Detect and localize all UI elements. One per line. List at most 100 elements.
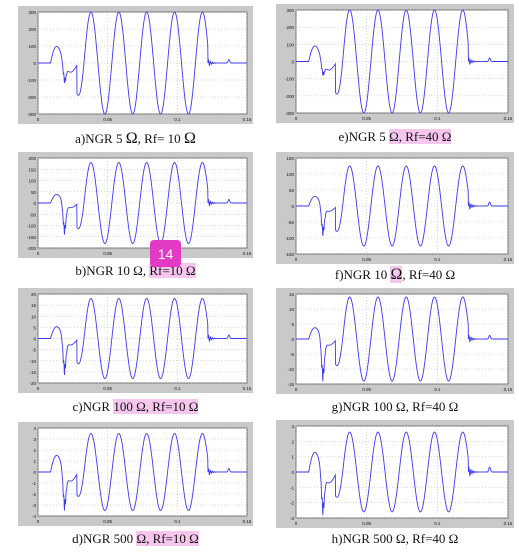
plot-b-xtick-label: 0.05	[103, 251, 112, 256]
plot-b-ytick-label: 0	[33, 201, 36, 206]
plot-h-series	[296, 431, 508, 516]
plot-g-series	[296, 296, 508, 382]
plot-f-ytick-label: 0	[291, 204, 294, 209]
plot-c-xtick-label: 0	[37, 386, 40, 391]
caption-f: f)NGR 10 Ω, Rf=40 Ω	[276, 266, 514, 284]
plot-d-xtick-label: 0.05	[103, 519, 112, 524]
plot-c-xtick-label: 0.1	[174, 386, 181, 391]
caption-b: b)NGR 10 Ω, Rf=10 Ω	[18, 263, 253, 279]
plot-b-ytick-label: 100	[28, 179, 36, 184]
plot-f-ytick-label: 150	[286, 156, 294, 161]
panel-b: -200-150-100-5005010015020000.050.10.15 …	[18, 152, 253, 282]
plot-f-xtick-label: 0.1	[434, 257, 441, 262]
plot-h-ytick-label: 0	[291, 470, 294, 475]
plot-c-ytick-label: -5	[32, 348, 36, 353]
plot-b-ytick-label: 50	[31, 190, 37, 195]
caption-h: h)NGR 500 Ω, Rf=40 Ω	[276, 531, 514, 547]
caption-g-part-0: g)NGR 100 Ω, Rf=40 Ω	[331, 399, 459, 414]
panel-f: -150 -100 -50 0 50 100 150 0 0.05 0.1 0.15 f)NGR 1…	[276, 152, 514, 285]
plot-a-xtick-label: 0.05	[103, 117, 112, 122]
caption-e-part-1: Ω, Rf=40 Ω	[389, 129, 452, 144]
plot-d-ytick-label: -4	[32, 514, 36, 519]
plot-e-xtick-label: 0	[295, 116, 298, 121]
plot-d-ytick-label: 0	[33, 470, 36, 475]
plot-g-xtick-label: 0.1	[434, 387, 441, 392]
plot-d-ytick-label: 1	[33, 459, 36, 464]
plot-h-ytick-label: 2	[291, 439, 294, 444]
plot-e-xtick-label: 0.15	[504, 116, 513, 121]
caption-a-part-1: Ω	[125, 130, 138, 147]
panel-c: -20 -15 -10 -5 0 5 10 15 20 0 0.05 0.1 0.15 c)NGR 10…	[18, 288, 253, 418]
caption-c-part-1: 100 Ω, Rf=10 Ω	[113, 399, 199, 414]
plot-g-ytick-label: -10	[287, 367, 294, 372]
plot-d: -4 -3 -2 -1 0 1 2 3 4 0 0.05 0.1 0.15	[18, 422, 253, 526]
plot-c-series	[38, 297, 247, 380]
plot-d-xtick-label: 0	[37, 519, 40, 524]
panel-g: -15 -10 -5 0 5 10 15 0 0.05 0.1 0.15 g)NGR 100 Ω, …	[276, 288, 514, 418]
plot-e-ytick-label: 300	[286, 8, 294, 13]
plot-f-xtick-label: 0.05	[362, 257, 371, 262]
plot-d-ytick-label: 3	[33, 437, 36, 442]
caption-d-part-0: d)NGR 500	[72, 531, 137, 546]
plot-d-xtick-label: 0.1	[174, 519, 181, 524]
caption-f-part-1: Ω	[390, 266, 403, 283]
plot-e-ytick-label: -200	[285, 94, 295, 99]
plot-g-xtick-label: 0.15	[504, 387, 513, 392]
plot-f-series	[296, 165, 508, 247]
plot-a-xtick-label: 0	[37, 117, 40, 122]
plot-e-xtick-label: 0.05	[362, 116, 371, 121]
caption-h-part-0: h)NGR 500 Ω, Rf=40 Ω	[331, 531, 459, 546]
caption-e-part-0: e)NGR 5	[338, 129, 390, 144]
caption-d: d)NGR 500 Ω, Rf=10 Ω	[18, 531, 253, 547]
plot-e-ytick-label: 100	[286, 42, 294, 47]
plot-d-ytick-label: -2	[32, 492, 36, 497]
caption-f-part-2: , Rf=40 Ω	[402, 267, 456, 282]
plot-a-ytick-label: 100	[28, 44, 36, 49]
plot-c-ytick-label: 20	[31, 292, 37, 297]
plot-d-xtick-label: 0.15	[243, 519, 252, 524]
caption-a-part-2: , Rf= 10	[137, 131, 184, 146]
plot-h: -3 -2 -1 0 1 2 3 0 0.05 0.1 0.15	[276, 420, 514, 528]
plot-g-xtick-label: 0	[295, 387, 298, 392]
plot-h-ytick-label: -3	[290, 516, 294, 521]
plot-c-ytick-label: 0	[33, 337, 36, 342]
plot-h-xtick-label: 0.15	[504, 521, 513, 526]
caption-a: a)NGR 5 Ω, Rf= 10 Ω	[18, 130, 253, 148]
caption-f-part-0: f)NGR 10	[334, 267, 391, 282]
plot-h-xtick-label: 0	[295, 521, 298, 526]
panel-h: -3 -2 -1 0 1 2 3 0 0.05 0.1 0.15 h)NGR 500 Ω, Rf=4…	[276, 420, 514, 552]
plot-h-ytick-label: 1	[291, 455, 294, 460]
plot-c-ytick-label: 5	[33, 325, 36, 330]
plot-c: -20 -15 -10 -5 0 5 10 15 20 0 0.05 0.1 0.15	[18, 288, 253, 393]
plot-g-xtick-label: 0.05	[362, 387, 371, 392]
plot-h-xtick-label: 0.05	[362, 521, 371, 526]
plot-g-ytick-label: -15	[287, 382, 294, 387]
plot-e: -300 -200 -100 0 100 200 300 0 0.05 0.1 0.15	[276, 4, 514, 123]
plot-c-ytick-label: -15	[29, 370, 36, 375]
plot-e-ytick-label: -300	[285, 111, 295, 116]
plot-b-xtick-label: 0	[37, 251, 40, 256]
plot-g: -15 -10 -5 0 5 10 15 0 0.05 0.1 0.15	[276, 288, 514, 394]
plot-f-ytick-label: -100	[285, 236, 295, 241]
plot-d-ytick-label: -1	[32, 481, 36, 486]
plot-a-ytick-label: 200	[28, 27, 36, 32]
caption-g: g)NGR 100 Ω, Rf=40 Ω	[276, 399, 514, 415]
plot-h-ytick-label: -2	[290, 501, 294, 506]
plot-f-ytick-label: -50	[287, 220, 294, 225]
plot-a: -300 -200 -100 0 100 200 300 0 0.05 0.1 0.15	[18, 6, 253, 124]
caption-c: c)NGR 100 Ω, Rf=10 Ω	[18, 399, 253, 415]
plot-a-ytick-label: 0	[33, 61, 36, 66]
caption-a-part-0: a)NGR 5	[75, 131, 126, 146]
plot-e-ytick-label: -100	[285, 77, 295, 82]
plot-f-xtick-label: 0.15	[504, 257, 513, 262]
plot-a-ytick-label: -100	[27, 78, 37, 83]
plot-g-ytick-label: 0	[291, 337, 294, 342]
plot-c-xtick-label: 0.05	[103, 386, 112, 391]
caption-e: e)NGR 5 Ω, Rf=40 Ω	[276, 129, 514, 145]
plot-c-ytick-label: 15	[31, 303, 37, 308]
plot-h-ytick-label: -1	[290, 485, 294, 490]
panel-a: -300 -200 -100 0 100 200 300 0 0.05 0.1 0.15 a)NGR…	[18, 6, 253, 151]
caption-a-part-3: Ω	[183, 130, 196, 147]
plot-a-xtick-label: 0.15	[243, 117, 252, 122]
